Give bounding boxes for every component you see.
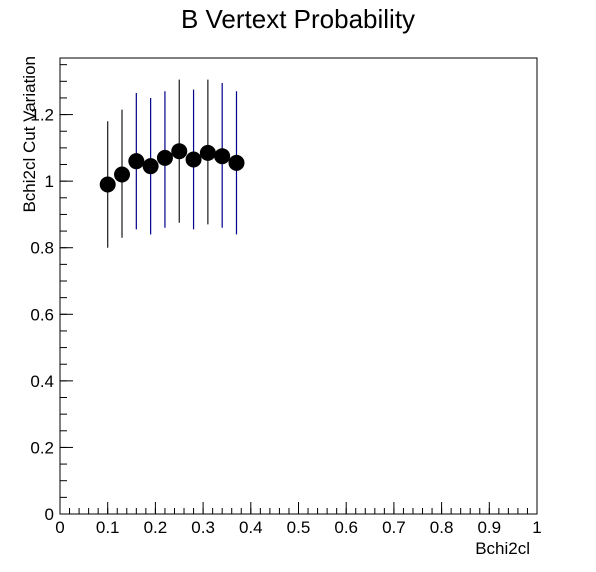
y-tick-label: 0 [45, 505, 54, 524]
data-point [156, 149, 173, 166]
data-point [199, 144, 216, 161]
plot-frame [59, 57, 538, 515]
y-tick-label: 1.2 [30, 106, 54, 125]
x-tick-label: 0.6 [334, 518, 358, 537]
data-points [99, 143, 245, 193]
y-axis-title: Bchi2cl Cut Variation [20, 56, 39, 213]
y-tick-label: 0.6 [30, 305, 54, 324]
data-point [99, 176, 116, 193]
x-tick-label: 0.8 [430, 518, 454, 537]
y-tick-label: 0.2 [30, 438, 54, 457]
data-point [214, 148, 231, 165]
y-axis: 0 0.2 0.4 0.6 0.8 1 1.2 [30, 64, 73, 524]
data-point [185, 151, 202, 168]
data-point [142, 158, 159, 175]
x-tick-label: 0 [55, 518, 64, 537]
chart-title: B Vertext Probability [181, 4, 415, 34]
data-point [114, 166, 131, 183]
x-tick-label: 0.9 [477, 518, 501, 537]
y-tick-label: 0.4 [30, 372, 54, 391]
data-point [171, 143, 188, 160]
x-axis-title: Bchi2cl [475, 539, 530, 558]
error-bars [107, 79, 238, 248]
x-axis: 0 0.1 0.2 0.3 0.4 0.5 0.6 0.7 0.8 0.9 1 [55, 502, 542, 537]
y-tick-label: 0.8 [30, 239, 54, 258]
x-tick-label: 0.2 [144, 518, 168, 537]
x-tick-label: 0.1 [96, 518, 120, 537]
x-tick-label: 0.7 [382, 518, 406, 537]
x-tick-label: 0.5 [287, 518, 311, 537]
y-tick-label: 1 [45, 172, 54, 191]
x-tick-label: 1 [532, 518, 541, 537]
data-point [228, 154, 245, 171]
data-point [128, 153, 145, 170]
x-tick-label: 0.4 [239, 518, 263, 537]
x-tick-label: 0.3 [191, 518, 215, 537]
